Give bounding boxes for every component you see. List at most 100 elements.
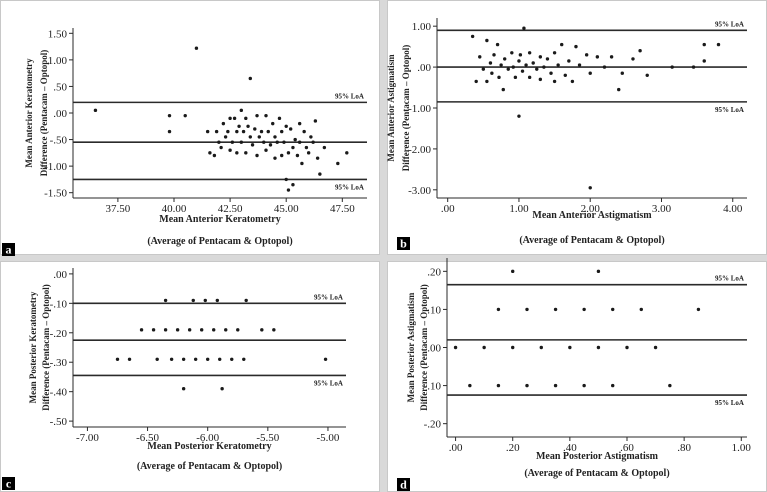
panel-a-data-point (257, 135, 261, 139)
panel-d-loa-label: 95% LoA (715, 275, 744, 283)
panel-a-data-point (282, 140, 286, 144)
panel-d-ytick-label: -.20 (424, 419, 442, 431)
panel-c-data-point (191, 298, 195, 303)
panel-b-data-point (545, 57, 550, 61)
panel-d-data-point (611, 383, 615, 388)
panel-c-data-point (215, 298, 220, 303)
panel-a-loa-label: 95% LoA (335, 92, 364, 100)
panel-a-ytick-label: 1.50 (48, 28, 68, 40)
panel-a-data-point (226, 129, 230, 134)
panel-b-ytick-label: .00 (417, 62, 431, 74)
panel-a-data-point (300, 161, 304, 166)
panel-c-data-point (139, 328, 144, 332)
panel-a-data-point (280, 153, 284, 158)
panel-d-data-point (668, 383, 672, 388)
panel-b-data-point (702, 59, 706, 63)
panel-a-data-point (262, 140, 266, 144)
panel-a-data-point (253, 127, 257, 131)
panel-a-data-point (255, 113, 259, 118)
panel-b-data-point (506, 67, 510, 71)
panel-d-data-point (453, 345, 458, 350)
panel-a-data-point (235, 129, 239, 134)
panel-a-data-point (167, 113, 172, 118)
panel-a-data-point (259, 129, 264, 134)
panel-c-data-point (272, 328, 276, 332)
panel-d-data-point (568, 345, 572, 350)
panel-a-loa-label: 95% LoA (335, 183, 364, 191)
separator-vertical (380, 0, 387, 492)
panel-b-data-point (702, 42, 706, 47)
panel-b-data-point (631, 57, 635, 61)
panel-b-data-point (511, 65, 515, 69)
panel-a-data-point (297, 121, 302, 126)
panel-b-data-point (645, 73, 649, 77)
panel-b-letter: b (400, 237, 407, 251)
panel-c-data-point (193, 357, 198, 361)
panel-d-x-title: Mean Posterior Astigmatism (536, 451, 659, 462)
panel-a-data-point (288, 127, 293, 131)
panel-a-data-point (309, 135, 313, 139)
panel-a-ytick-label: .50 (53, 81, 67, 93)
panel-a-y-subtitle: Difference (Pentacam – Optopol) (39, 50, 49, 177)
panel-a-data-point (223, 135, 228, 139)
panel-b-xtick-label: 4.00 (723, 203, 743, 215)
panel-a-data-point (250, 143, 255, 147)
panel-b-ytick-label: -3.00 (408, 185, 431, 197)
panel-a-data-point (291, 183, 295, 187)
panel-c-ytick-label: -.50 (50, 416, 68, 428)
panel-a-data-point (295, 153, 300, 158)
panel-c-data-point (218, 357, 222, 361)
panel-b-y-subtitle: Difference (Pentacam – Optopol) (401, 45, 411, 172)
panel-a-data-point (237, 124, 241, 128)
panel-d-data-point (696, 307, 701, 312)
panel-a-data-point (239, 108, 244, 113)
panel-c-xtick-label: -5.50 (256, 432, 279, 444)
panel-d-xtick-label: .20 (506, 442, 520, 454)
panel-d-data-point (539, 345, 543, 350)
panel-b-ytick-label: -1.00 (408, 103, 431, 115)
panel-a-data-point (268, 143, 273, 147)
panel-a-data-point (345, 151, 349, 155)
panel-b-data-point (584, 53, 589, 57)
panel-d-data-point (625, 345, 629, 350)
panel-a-data-point (244, 151, 248, 155)
panel-b-data-point (567, 59, 571, 63)
panel-a-badge (2, 243, 15, 256)
panel-c-data-point (181, 357, 186, 361)
panel-c-data-point (260, 328, 264, 332)
panel-a-data-point (273, 156, 277, 160)
panel-d-y-title: Mean Posterior Astigmatism (406, 292, 416, 402)
panel-b-data-point (485, 79, 489, 84)
panel-c-ytick-label: -.40 (50, 387, 68, 399)
panel-a-data-point (244, 116, 248, 121)
panel-d-xtick-label: 1.00 (732, 442, 752, 454)
panel-d-letter: d (400, 478, 407, 492)
panel-d-data-point (596, 269, 601, 274)
panel-d-data-point (496, 383, 501, 388)
panel-b-data-point (488, 61, 493, 65)
panel-a-data-point (302, 129, 306, 134)
panel-a-xtick-label: 37.50 (106, 203, 131, 215)
panel-c-data-point (242, 357, 246, 361)
panel-a-data-point (241, 129, 246, 134)
panel-b-data-point (617, 87, 621, 92)
panel-b-data-point (478, 55, 482, 59)
panel-c-data-point (224, 328, 228, 332)
panel-d-data-point (496, 307, 501, 312)
panel-a-data-point (291, 145, 295, 150)
panel-a-letter: a (6, 243, 12, 257)
panel-b-data-point (517, 59, 521, 63)
panel-b-data-point (495, 42, 500, 47)
panel-a-ytick-label: -.50 (50, 135, 68, 147)
panel-a-data-point (264, 113, 268, 118)
panel-b-data-point (474, 79, 478, 84)
panel-c-data-point (220, 387, 224, 391)
panel-b-data-point (522, 26, 526, 30)
panel-c-loa-label: 95% LoA (314, 379, 343, 387)
panel-d-badge (397, 478, 410, 491)
panel-c-xtick-label: -7.00 (76, 432, 99, 444)
panel-c-letter: c (6, 477, 12, 491)
panel-a-data-point (322, 145, 327, 150)
panel-a-data-point (214, 129, 219, 134)
panel-b-data-point (595, 55, 600, 59)
